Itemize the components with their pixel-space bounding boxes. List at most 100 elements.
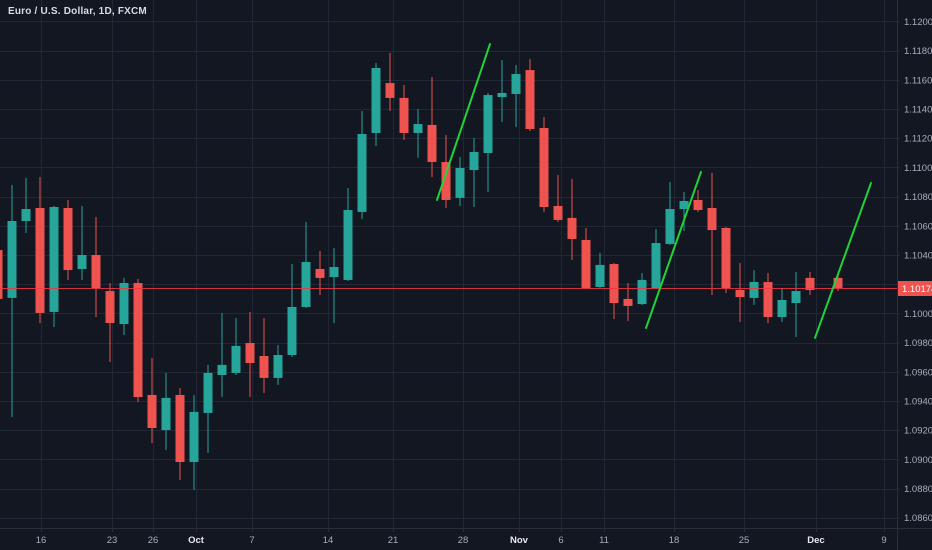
candle-down — [763, 282, 773, 318]
candle-up — [119, 283, 129, 325]
candle-up — [651, 243, 661, 288]
candle-up — [217, 364, 227, 375]
candle-up — [791, 291, 801, 304]
price-axis-label: 1.12000 — [904, 17, 932, 28]
candle-wick — [333, 247, 335, 324]
candle-up — [749, 282, 759, 298]
candle-down — [133, 283, 143, 398]
candle-up — [679, 200, 689, 210]
candle-down — [567, 217, 577, 239]
candle-up — [7, 220, 17, 298]
candle-down — [735, 290, 745, 298]
candle-down — [693, 199, 703, 211]
candle-up — [455, 168, 465, 198]
candle-down — [259, 356, 269, 378]
candle-up — [203, 372, 213, 413]
time-axis-label: 7 — [249, 535, 254, 546]
candle-wick — [501, 59, 503, 123]
candle-wick — [515, 64, 517, 127]
candle-wick — [11, 184, 13, 418]
time-axis-label: 6 — [558, 535, 563, 546]
time-axis-label: Oct — [188, 535, 205, 546]
time-axis-label: 21 — [388, 535, 399, 546]
candle-up — [469, 151, 479, 171]
price-axis-label: 1.11800 — [904, 46, 932, 57]
time-axis-label: 25 — [739, 535, 750, 546]
candle-down — [105, 291, 115, 324]
price-axis-label: 1.10600 — [904, 221, 932, 232]
time-axis-label: 28 — [458, 535, 469, 546]
candle-down — [35, 208, 45, 313]
candle-up — [637, 279, 647, 305]
candle-wick — [683, 191, 685, 232]
candle-up — [161, 397, 171, 431]
price-axis-label: 1.08600 — [904, 513, 932, 524]
time-axis-label: Dec — [807, 535, 824, 546]
candle-down — [427, 124, 437, 163]
candle-down — [805, 277, 815, 291]
candle-up — [357, 133, 367, 212]
candle-down — [525, 70, 535, 130]
candle-up — [189, 411, 199, 462]
candle-up — [77, 255, 87, 270]
candle-wick — [473, 137, 475, 207]
time-axis-label: 9 — [881, 535, 886, 546]
price-axis-label: 1.09400 — [904, 396, 932, 407]
price-axis-label: 1.11000 — [904, 163, 932, 174]
price-axis-label: 1.10800 — [904, 192, 932, 203]
trend-line[interactable] — [814, 182, 872, 339]
candle-wick — [795, 271, 797, 338]
candle-wick — [389, 52, 391, 111]
candle-up — [329, 266, 339, 278]
candle-up — [665, 209, 675, 244]
current-price-tag — [898, 281, 932, 296]
price-axis-label: 1.11400 — [904, 105, 932, 116]
current-price-tag-label: 1.10174 — [902, 284, 932, 295]
candle-down — [623, 298, 633, 306]
price-axis-label: 1.11600 — [904, 75, 932, 86]
candle-wick — [557, 175, 559, 223]
candle-up — [497, 92, 507, 98]
price-axis-label: 1.09200 — [904, 426, 932, 437]
price-axis-label: 1.09000 — [904, 455, 932, 466]
candle-up — [371, 68, 381, 133]
candle-up — [273, 354, 283, 378]
price-axis-label: 1.10000 — [904, 309, 932, 320]
time-axis-label: 11 — [599, 535, 609, 546]
trend-line[interactable] — [436, 43, 491, 201]
candle-up — [301, 262, 311, 307]
candle-up — [777, 299, 787, 318]
candle-down — [63, 208, 73, 271]
candle-up — [231, 345, 241, 373]
price-axis-label: 1.11200 — [904, 134, 932, 145]
symbol-title: Euro / U.S. Dollar, 1D, FXCM — [8, 6, 147, 17]
price-axis-label: 1.10400 — [904, 251, 932, 262]
candle-up — [21, 209, 31, 221]
price-axis-label: 1.08800 — [904, 484, 932, 495]
price-axis-pane[interactable] — [897, 0, 932, 550]
price-axis-label: 1.09600 — [904, 367, 932, 378]
candle-down — [581, 239, 591, 288]
trend-line[interactable] — [645, 170, 702, 329]
candle-wick — [417, 109, 419, 158]
candle-wick — [263, 318, 265, 393]
time-axis-label: 16 — [36, 535, 47, 546]
candle-up — [287, 306, 297, 355]
candle-down — [91, 255, 101, 288]
candle-up — [49, 206, 59, 312]
candle-wick — [81, 205, 83, 280]
candle-wick — [711, 172, 713, 295]
time-axis-label: 26 — [148, 535, 159, 546]
time-axis-pane[interactable] — [0, 529, 897, 550]
candle-down — [245, 343, 255, 364]
candle-up — [483, 95, 493, 153]
candle-down — [833, 277, 843, 288]
candle-up — [595, 264, 605, 287]
candle-down — [385, 83, 395, 98]
candle-down — [721, 227, 731, 288]
candle-up — [413, 124, 423, 133]
time-axis-label: 14 — [323, 535, 334, 546]
candle-down — [553, 205, 563, 220]
candle-down — [0, 250, 3, 299]
